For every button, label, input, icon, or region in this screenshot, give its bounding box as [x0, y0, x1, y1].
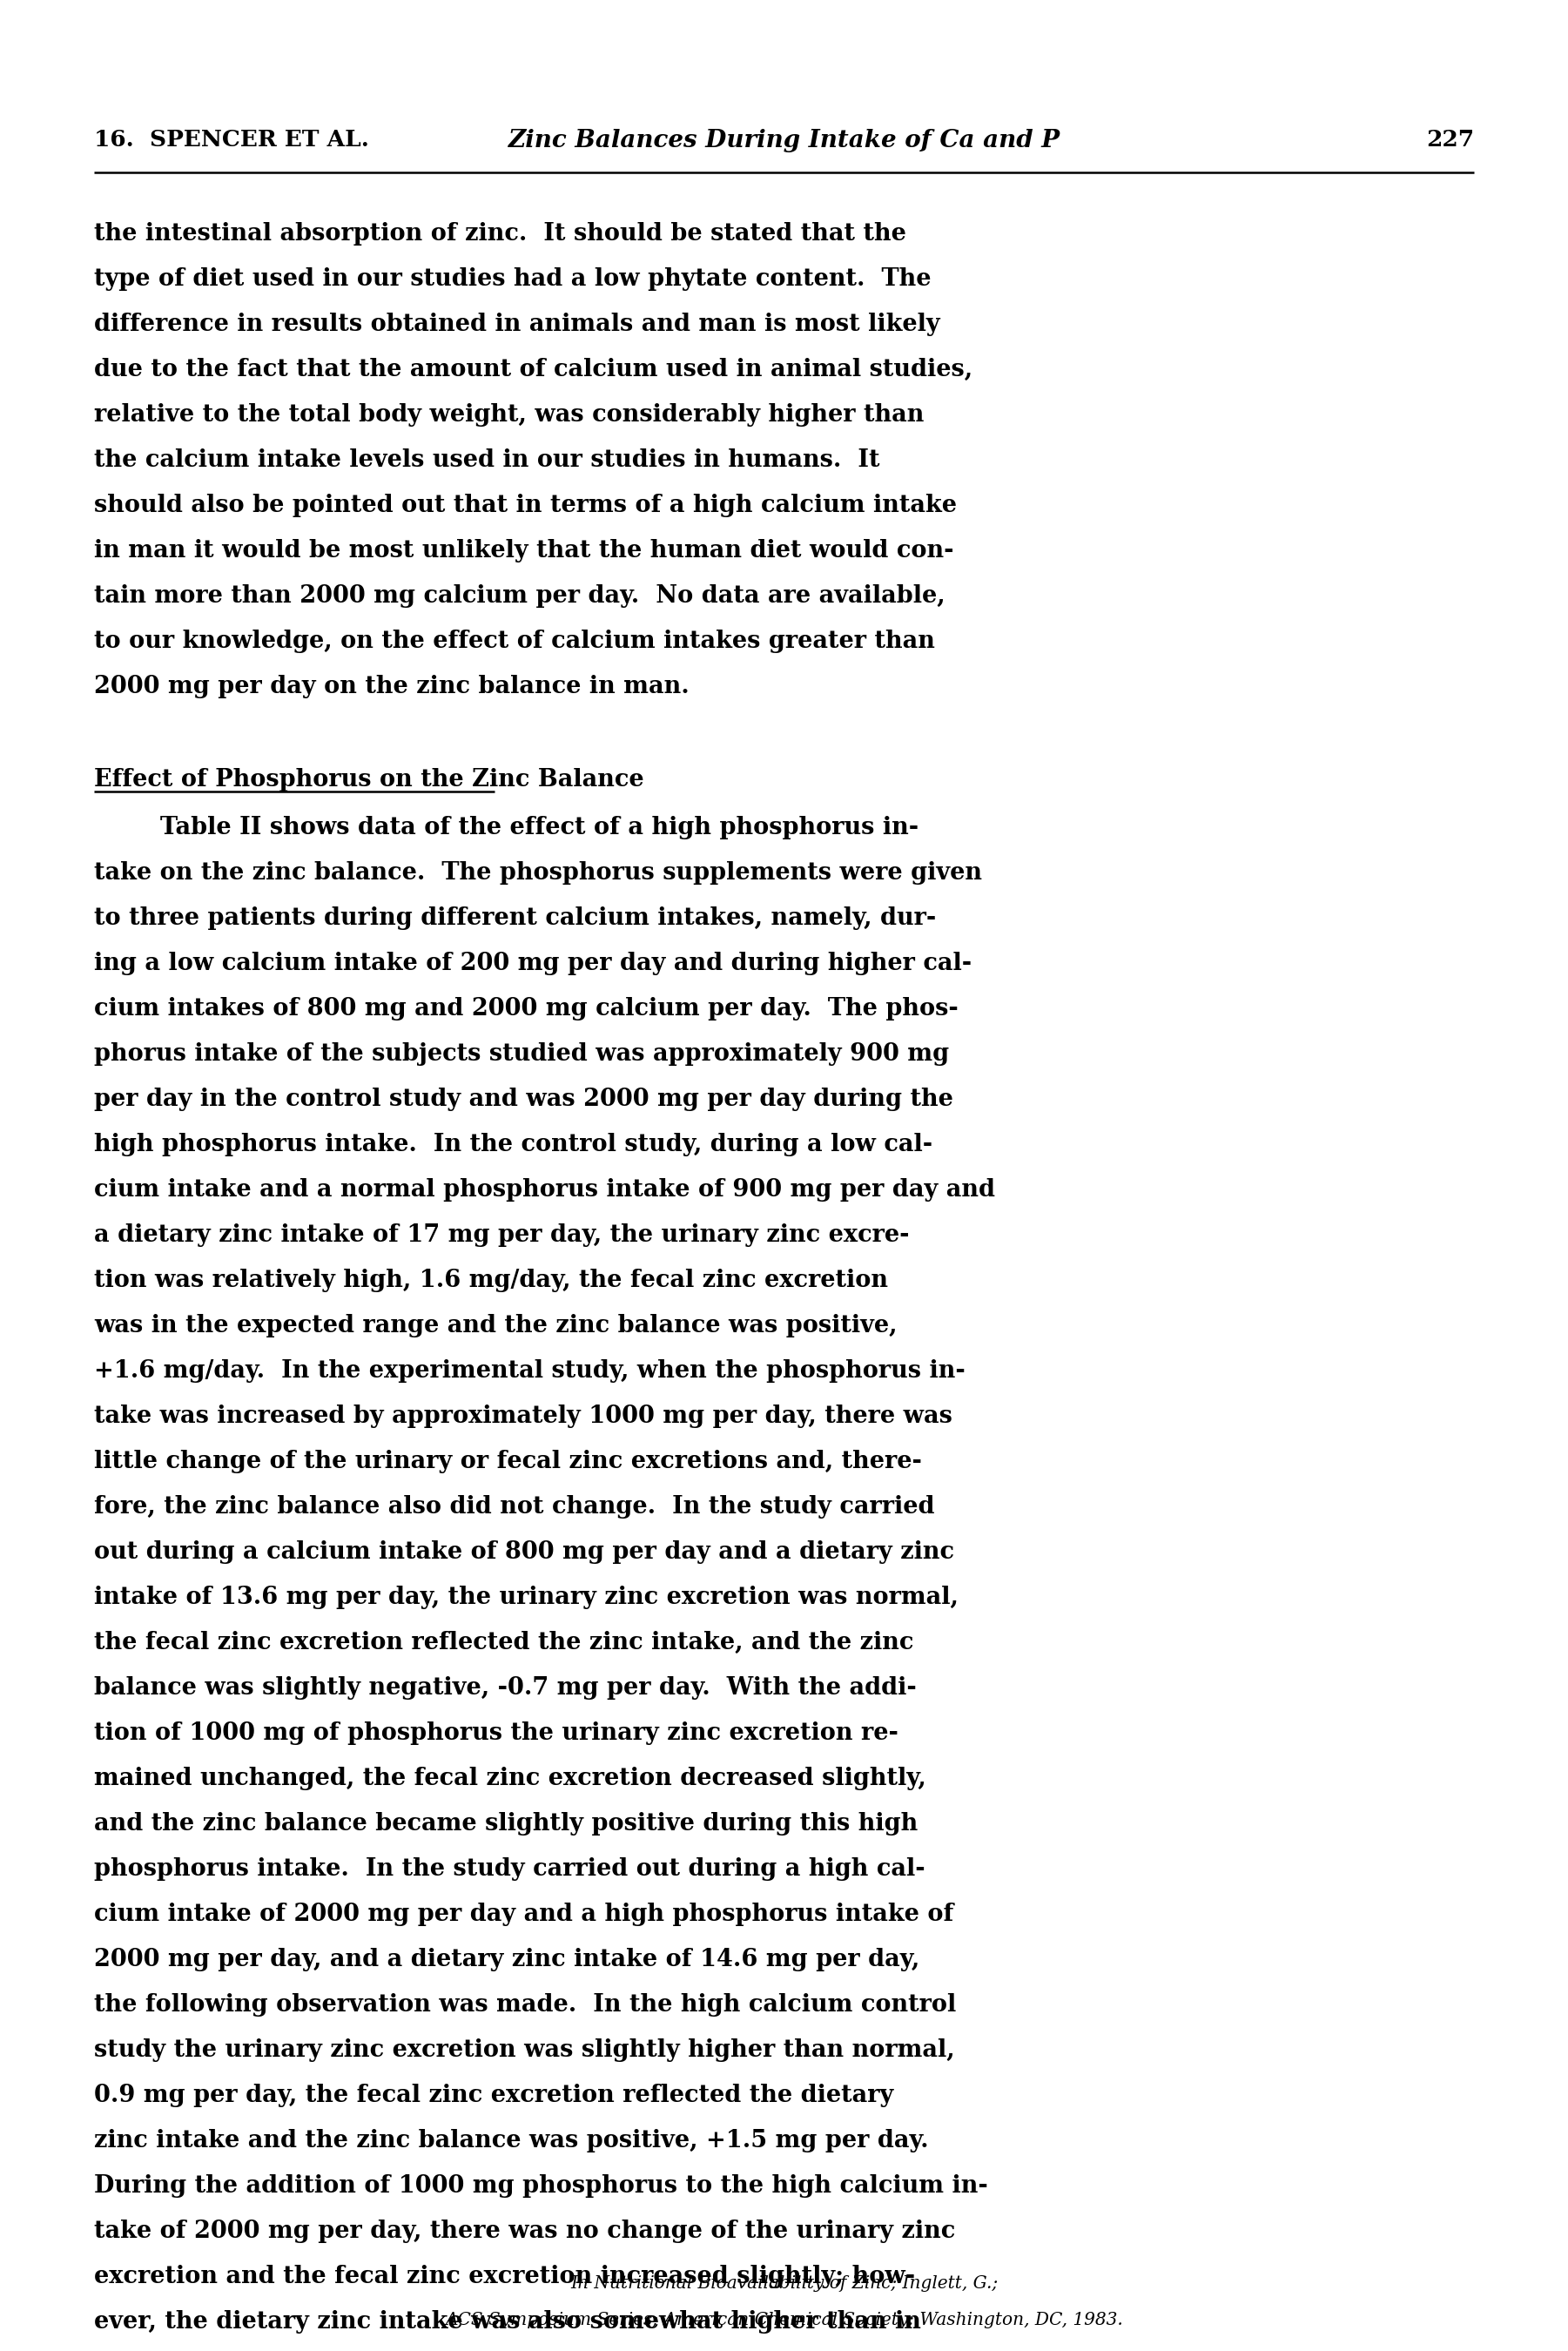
Text: balance was slightly negative, -0.7 mg per day.  With the addi-: balance was slightly negative, -0.7 mg p…	[94, 1676, 917, 1700]
Text: the following observation was made.  In the high calcium control: the following observation was made. In t…	[94, 1994, 956, 2017]
Text: type of diet used in our studies had a low phytate content.  The: type of diet used in our studies had a l…	[94, 268, 931, 292]
Text: ACS Symposium Series; American Chemical Society: Washington, DC, 1983.: ACS Symposium Series; American Chemical …	[445, 2311, 1123, 2327]
Text: was in the expected range and the zinc balance was positive,: was in the expected range and the zinc b…	[94, 1314, 897, 1338]
Text: the calcium intake levels used in our studies in humans.  It: the calcium intake levels used in our st…	[94, 449, 880, 473]
Text: Zinc Balances During Intake of Ca and P: Zinc Balances During Intake of Ca and P	[508, 129, 1060, 153]
Text: tion was relatively high, 1.6 mg/day, the fecal zinc excretion: tion was relatively high, 1.6 mg/day, th…	[94, 1270, 887, 1293]
Text: tion of 1000 mg of phosphorus the urinary zinc excretion re-: tion of 1000 mg of phosphorus the urinar…	[94, 1721, 898, 1744]
Text: phorus intake of the subjects studied was approximately 900 mg: phorus intake of the subjects studied wa…	[94, 1041, 949, 1065]
Text: cium intake of 2000 mg per day and a high phosphorus intake of: cium intake of 2000 mg per day and a hig…	[94, 1902, 953, 1925]
Text: tain more than 2000 mg calcium per day.  No data are available,: tain more than 2000 mg calcium per day. …	[94, 585, 946, 609]
Text: 16.  SPENCER ET AL.: 16. SPENCER ET AL.	[94, 129, 368, 150]
Text: fore, the zinc balance also did not change.  In the study carried: fore, the zinc balance also did not chan…	[94, 1495, 935, 1519]
Text: mained unchanged, the fecal zinc excretion decreased slightly,: mained unchanged, the fecal zinc excreti…	[94, 1766, 927, 1789]
Text: 2000 mg per day on the zinc balance in man.: 2000 mg per day on the zinc balance in m…	[94, 675, 690, 698]
Text: phosphorus intake.  In the study carried out during a high cal-: phosphorus intake. In the study carried …	[94, 1857, 925, 1881]
Text: take of 2000 mg per day, there was no change of the urinary zinc: take of 2000 mg per day, there was no ch…	[94, 2219, 955, 2243]
Text: out during a calcium intake of 800 mg per day and a dietary zinc: out during a calcium intake of 800 mg pe…	[94, 1540, 955, 1563]
Text: difference in results obtained in animals and man is most likely: difference in results obtained in animal…	[94, 313, 939, 336]
Text: Effect of Phosphorus on the Zinc Balance: Effect of Phosphorus on the Zinc Balance	[94, 769, 644, 792]
Text: little change of the urinary or fecal zinc excretions and, there-: little change of the urinary or fecal zi…	[94, 1451, 922, 1474]
Text: to our knowledge, on the effect of calcium intakes greater than: to our knowledge, on the effect of calci…	[94, 630, 935, 654]
Text: and the zinc balance became slightly positive during this high: and the zinc balance became slightly pos…	[94, 1813, 917, 1836]
Text: During the addition of 1000 mg phosphorus to the high calcium in-: During the addition of 1000 mg phosphoru…	[94, 2175, 988, 2198]
Text: high phosphorus intake.  In the control study, during a low cal-: high phosphorus intake. In the control s…	[94, 1133, 933, 1157]
Text: zinc intake and the zinc balance was positive, +1.5 mg per day.: zinc intake and the zinc balance was pos…	[94, 2130, 928, 2154]
Text: ever, the dietary zinc intake was also somewhat higher than in: ever, the dietary zinc intake was also s…	[94, 2311, 920, 2335]
Text: In Nutritional Bioavailability of Zinc; Inglett, G.;: In Nutritional Bioavailability of Zinc; …	[571, 2276, 997, 2292]
Text: in man it would be most unlikely that the human diet would con-: in man it would be most unlikely that th…	[94, 538, 953, 562]
Text: ing a low calcium intake of 200 mg per day and during higher cal-: ing a low calcium intake of 200 mg per d…	[94, 952, 972, 976]
Text: study the urinary zinc excretion was slightly higher than normal,: study the urinary zinc excretion was sli…	[94, 2038, 955, 2062]
Text: take on the zinc balance.  The phosphorus supplements were given: take on the zinc balance. The phosphorus…	[94, 860, 982, 884]
Text: the fecal zinc excretion reflected the zinc intake, and the zinc: the fecal zinc excretion reflected the z…	[94, 1632, 914, 1655]
Text: excretion and the fecal zinc excretion increased slightly; how-: excretion and the fecal zinc excretion i…	[94, 2264, 916, 2288]
Text: 2000 mg per day, and a dietary zinc intake of 14.6 mg per day,: 2000 mg per day, and a dietary zinc inta…	[94, 1949, 919, 1972]
Text: to three patients during different calcium intakes, namely, dur-: to three patients during different calci…	[94, 907, 936, 931]
Text: take was increased by approximately 1000 mg per day, there was: take was increased by approximately 1000…	[94, 1404, 952, 1427]
Text: the intestinal absorption of zinc.  It should be stated that the: the intestinal absorption of zinc. It sh…	[94, 221, 906, 245]
Text: should also be pointed out that in terms of a high calcium intake: should also be pointed out that in terms…	[94, 494, 956, 517]
Text: intake of 13.6 mg per day, the urinary zinc excretion was normal,: intake of 13.6 mg per day, the urinary z…	[94, 1585, 958, 1608]
Text: relative to the total body weight, was considerably higher than: relative to the total body weight, was c…	[94, 402, 924, 426]
Text: cium intake and a normal phosphorus intake of 900 mg per day and: cium intake and a normal phosphorus inta…	[94, 1178, 996, 1201]
Text: Table II shows data of the effect of a high phosphorus in-: Table II shows data of the effect of a h…	[94, 816, 919, 839]
Text: 227: 227	[1425, 129, 1474, 150]
Text: a dietary zinc intake of 17 mg per day, the urinary zinc excre-: a dietary zinc intake of 17 mg per day, …	[94, 1223, 909, 1246]
Text: cium intakes of 800 mg and 2000 mg calcium per day.  The phos-: cium intakes of 800 mg and 2000 mg calci…	[94, 997, 958, 1020]
Text: due to the fact that the amount of calcium used in animal studies,: due to the fact that the amount of calci…	[94, 357, 972, 381]
Text: per day in the control study and was 2000 mg per day during the: per day in the control study and was 200…	[94, 1089, 953, 1112]
Text: 0.9 mg per day, the fecal zinc excretion reflected the dietary: 0.9 mg per day, the fecal zinc excretion…	[94, 2083, 894, 2106]
Text: +1.6 mg/day.  In the experimental study, when the phosphorus in-: +1.6 mg/day. In the experimental study, …	[94, 1359, 966, 1382]
